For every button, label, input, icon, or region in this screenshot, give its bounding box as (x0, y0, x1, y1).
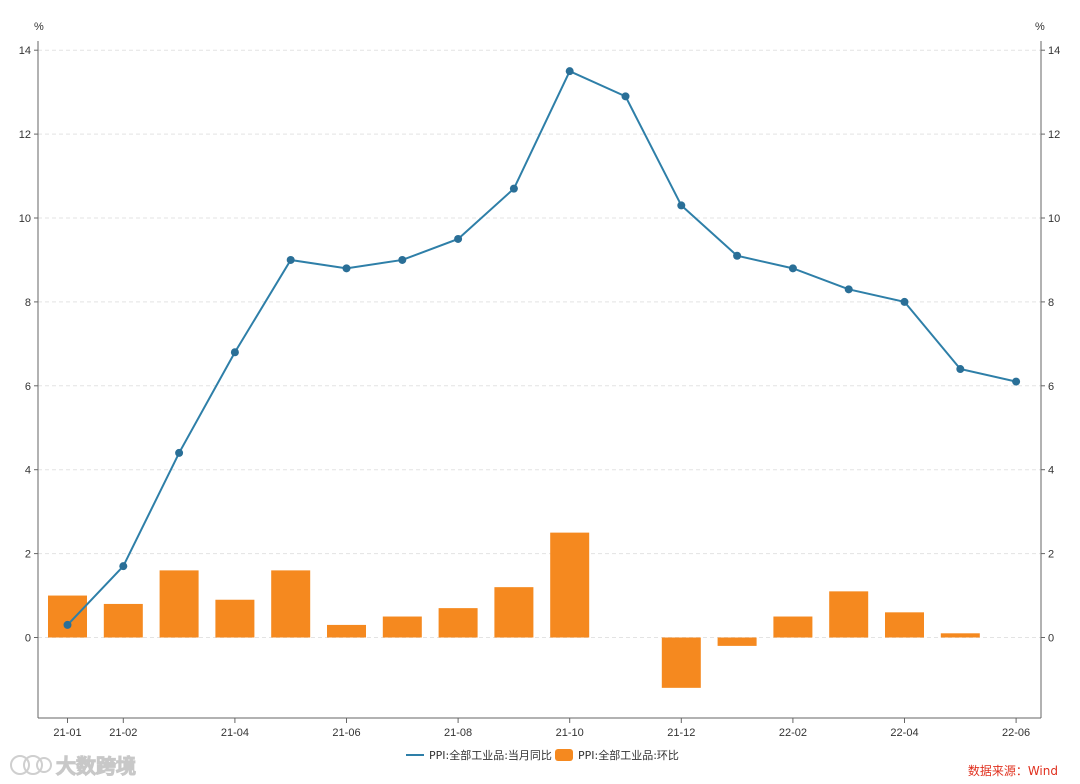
line-series (63, 67, 1021, 629)
watermark-logo: 大数跨境 (10, 754, 137, 779)
line-point-21-07[interactable] (398, 255, 407, 264)
y-tick-label-right: 0 (1048, 633, 1054, 645)
y-tick-label-right: 10 (1048, 213, 1060, 225)
x-tick-label: 22-04 (890, 727, 918, 739)
legend-label-yoy: PPI:全部工业品:当月同比 (429, 748, 552, 762)
line-point-21-11[interactable] (621, 92, 630, 101)
bar-21-09[interactable] (494, 587, 534, 638)
x-tick-label: 21-12 (667, 727, 695, 739)
y-tick-labels: 14 14 12 12 10 10 8 8 6 6 4 4 2 2 0 0 (19, 45, 1061, 644)
bar-22-02[interactable] (773, 616, 813, 638)
line-point-21-03[interactable] (175, 448, 184, 457)
source-note: 数据来源：Wind (968, 763, 1058, 778)
y-tick-label-left: 0 (25, 633, 31, 645)
x-tick-label: 22-06 (1002, 727, 1030, 739)
line-point-22-06[interactable] (1012, 377, 1021, 386)
x-tick-label: 21-04 (221, 727, 249, 739)
y-tick-label-left: 4 (25, 465, 31, 477)
line-point-21-04[interactable] (230, 348, 239, 357)
line-point-22-04[interactable] (900, 297, 909, 306)
bar-22-03[interactable] (829, 591, 869, 638)
line-point-21-02[interactable] (119, 562, 128, 571)
bar-22-05[interactable] (940, 633, 980, 638)
bar-22-04[interactable] (885, 612, 924, 638)
bar-21-01[interactable] (48, 595, 87, 638)
line-point-21-05[interactable] (286, 255, 295, 264)
y-tick-label-right: 14 (1048, 45, 1060, 57)
bar-21-02[interactable] (103, 603, 143, 638)
y-tick-label-right: 6 (1048, 381, 1054, 393)
bar-series (48, 532, 980, 688)
y-tick-label-left: 14 (19, 45, 31, 57)
axes: % % (34, 21, 1045, 719)
x-tick-label: 21-06 (332, 727, 360, 739)
bar-21-04[interactable] (215, 599, 255, 638)
bar-21-05[interactable] (271, 570, 311, 638)
line-point-21-01[interactable] (63, 620, 72, 629)
y-tick-label-right: 12 (1048, 129, 1060, 141)
line-point-22-01[interactable] (733, 251, 742, 260)
y-tick-label-left: 10 (19, 213, 31, 225)
legend-bar-swatch (555, 749, 573, 761)
x-tick-labels: 21-01 21-02 21-04 21-06 21-08 21-10 21-12 22-02… (53, 718, 1030, 739)
bar-21-07[interactable] (382, 616, 422, 638)
y-tick-label-right: 2 (1048, 549, 1054, 561)
line-point-21-09[interactable] (509, 184, 518, 193)
bar-21-06[interactable] (327, 624, 366, 638)
x-tick-label: 21-01 (53, 727, 81, 739)
y-tick-label-left: 8 (25, 297, 31, 309)
y-axis-left-unit: % (34, 21, 44, 33)
line-point-21-06[interactable] (342, 264, 351, 273)
legend-item-yoy[interactable]: PPI:全部工业品:当月同比 (406, 748, 552, 762)
bar-21-12[interactable] (661, 637, 701, 688)
x-tick-label: 21-02 (109, 727, 137, 739)
line-point-21-10[interactable] (565, 67, 574, 76)
line-point-21-12[interactable] (677, 201, 686, 210)
y-tick-label-right: 4 (1048, 465, 1054, 477)
y-axis-right-unit: % (1035, 21, 1045, 33)
bar-22-01[interactable] (717, 637, 757, 646)
line-point-22-03[interactable] (844, 285, 853, 294)
legend: PPI:全部工业品:当月同比 PPI:全部工业品:环比 (406, 748, 679, 762)
x-tick-label: 21-10 (556, 727, 584, 739)
watermark-icon (10, 755, 52, 775)
legend-label-mom: PPI:全部工业品:环比 (578, 748, 679, 762)
line-point-22-02[interactable] (788, 264, 797, 273)
x-tick-label: 21-08 (444, 727, 472, 739)
line-point-21-08[interactable] (454, 234, 463, 243)
line-point-22-05[interactable] (956, 365, 965, 374)
x-tick-label: 22-02 (779, 727, 807, 739)
y-tick-label-left: 6 (25, 381, 31, 393)
bar-21-10[interactable] (550, 532, 590, 638)
gridlines (34, 49, 1045, 638)
bar-21-08[interactable] (438, 608, 478, 638)
watermark-text: 大数跨境 (56, 754, 136, 778)
line-path (66, 69, 1017, 626)
y-tick-label-right: 8 (1048, 297, 1054, 309)
legend-item-mom[interactable]: PPI:全部工业品:环比 (555, 748, 679, 762)
y-tick-label-left: 12 (19, 129, 31, 141)
y-tick-label-left: 2 (25, 549, 31, 561)
bar-21-03[interactable] (159, 570, 199, 638)
